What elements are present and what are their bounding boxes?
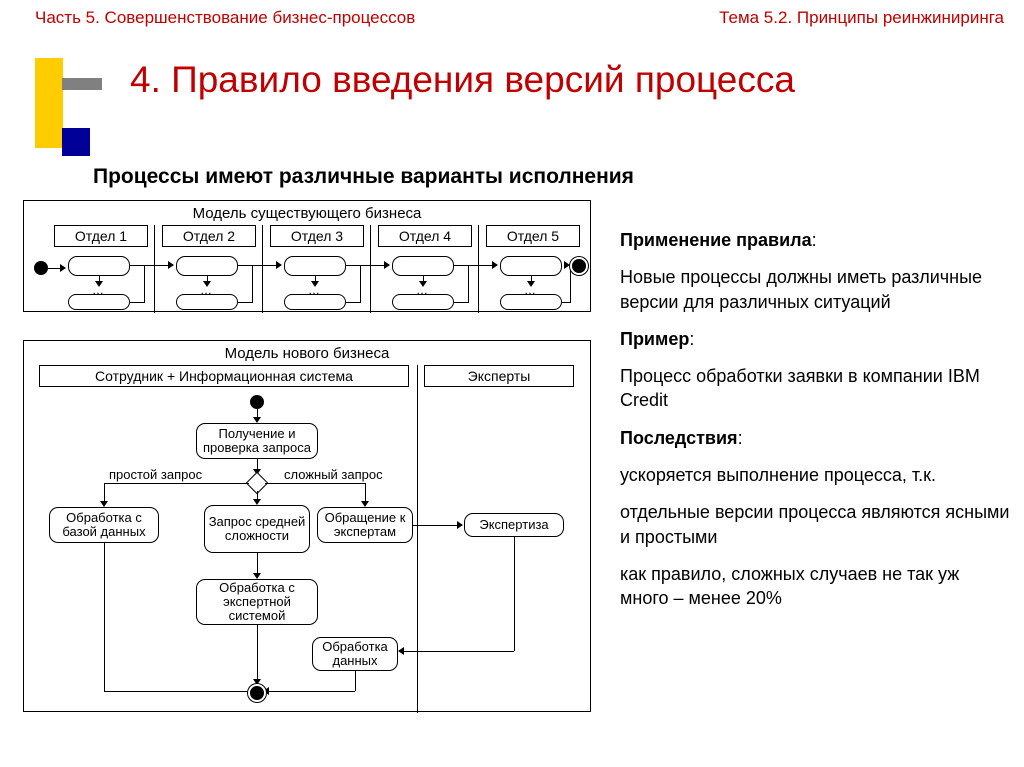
- new-business-diagram: Модель нового бизнеса Сотрудник + Информ…: [23, 340, 591, 712]
- slide-title: 4. Правило введения версий процесса: [130, 58, 795, 102]
- node-contact-experts: Обращение к экспертам: [317, 507, 413, 543]
- dept-5: Отдел 5: [486, 225, 580, 247]
- flow-step: [284, 294, 346, 310]
- consequences-p1: ускоряется выполнение процесса, т.к.: [620, 463, 1010, 487]
- node-expertise: Экспертиза: [464, 513, 564, 537]
- consequences-label: Последствия: [620, 428, 738, 448]
- flow-step: [68, 256, 130, 276]
- flow-step: [176, 256, 238, 276]
- node-db-processing: Обработка с базой данных: [49, 507, 159, 543]
- example-body: Процесс обработки заявки в компании IBM …: [620, 364, 1010, 413]
- flow-step: [392, 256, 454, 276]
- existing-business-diagram: Модель существующего бизнеса Отдел 1 Отд…: [23, 200, 591, 312]
- flow-step: [176, 294, 238, 310]
- deco-yellow-block: [35, 58, 63, 148]
- label-simple: простой запрос: [109, 467, 202, 482]
- dept-4: Отдел 4: [378, 225, 472, 247]
- application-label: Применение правила: [620, 230, 812, 250]
- diagram2-title: Модель нового бизнеса: [24, 341, 590, 362]
- deco-navy-block: [62, 128, 90, 156]
- example-label: Пример: [620, 329, 689, 349]
- slide-subtitle: Процессы имеют различные варианты исполн…: [93, 165, 634, 189]
- dept-1: Отдел 1: [54, 225, 148, 247]
- dept-2: Отдел 2: [162, 225, 256, 247]
- flow-step: [500, 256, 562, 276]
- header-section: Часть 5. Совершенствование бизнес-процес…: [35, 8, 415, 28]
- lane-employee: Сотрудник + Информационная система: [39, 365, 409, 387]
- label-complex: сложный запрос: [284, 467, 383, 482]
- flow-start-icon: [34, 261, 48, 275]
- flow-step: [284, 256, 346, 276]
- consequences-p3: как правило, сложных случаев не так уж м…: [620, 562, 1010, 611]
- application-body: Новые процессы должны иметь различные ве…: [620, 265, 1010, 314]
- consequences-p2: отдельные версии процесса являются ясным…: [620, 500, 1010, 549]
- node-receive-check: Получение и проверка запроса: [196, 423, 318, 459]
- flow-end-icon: [250, 686, 264, 700]
- flow-end-icon: [572, 259, 586, 273]
- slide-header: Часть 5. Совершенствование бизнес-процес…: [0, 0, 1024, 32]
- node-expert-system: Обработка с экспертной системой: [196, 579, 318, 625]
- header-topic: Тема 5.2. Принципы реинжиниринга: [719, 8, 1004, 28]
- flow-step: [68, 294, 130, 310]
- lane-experts: Эксперты: [424, 365, 574, 387]
- flow-start-icon: [250, 395, 264, 409]
- node-data-processing: Обработка данных: [312, 637, 398, 671]
- deco-gray-block: [62, 78, 102, 90]
- node-medium-complexity: Запрос средней сложности: [204, 505, 310, 553]
- right-text-panel: Применение правила: Новые процессы должн…: [620, 228, 1010, 624]
- diagram1-title: Модель существующего бизнеса: [24, 201, 590, 224]
- dept-3: Отдел 3: [270, 225, 364, 247]
- diagrams-container: Модель существующего бизнеса Отдел 1 Отд…: [23, 200, 593, 712]
- flow-step: [500, 294, 562, 310]
- flow-step: [392, 294, 454, 310]
